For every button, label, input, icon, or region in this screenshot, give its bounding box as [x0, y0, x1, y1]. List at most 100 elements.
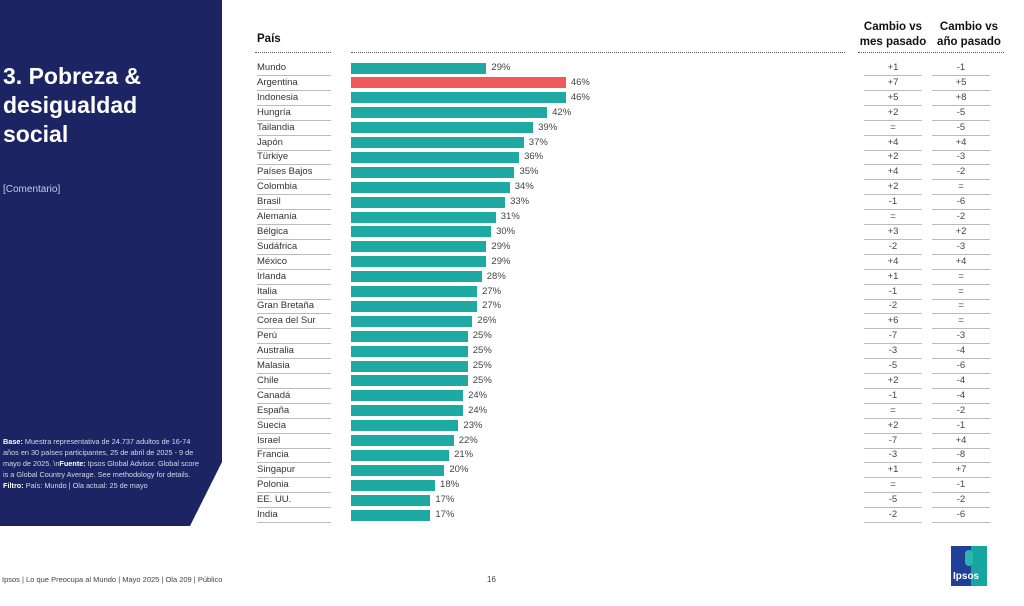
change-year-cell: +4 [932, 434, 990, 449]
bar [351, 464, 445, 476]
country-label: Corea del Sur [257, 314, 331, 330]
section-title: 3. Pobreza & desigualdad social [3, 63, 142, 147]
country-label: Chile [257, 374, 331, 389]
fuente-label: Fuente: [59, 459, 86, 468]
filtro-text: País: Mundo | Ola actual: 25 de mayo [23, 481, 148, 490]
country-label: Hungría [257, 106, 331, 121]
country-label: Malasia [257, 359, 331, 374]
country-label: Israel [257, 434, 331, 449]
change-month-header: Cambio vs mes pasado [859, 21, 927, 48]
value-label: 22% [458, 434, 478, 446]
bar [351, 151, 520, 163]
change-year-cell: -6 [932, 195, 990, 211]
change-year-cell: -3 [932, 329, 990, 345]
country-label: Brasil [257, 195, 331, 211]
country-label: Gran Bretaña [257, 299, 331, 315]
change-month-cell: +2 [864, 150, 922, 166]
value-label: 17% [435, 494, 455, 506]
value-label: 24% [468, 404, 488, 416]
value-label: 34% [514, 181, 534, 193]
country-label: EE. UU. [257, 493, 331, 509]
bar [351, 166, 515, 178]
bar [351, 494, 431, 506]
change-year-cell: = [932, 285, 990, 300]
change-year-cell: -2 [932, 493, 990, 509]
fuente-text: Ipsos Global Advisor. Global score is a … [3, 459, 199, 479]
country-label: Polonia [257, 478, 331, 494]
change-month-cell: -5 [864, 359, 922, 374]
change-year-cell: -8 [932, 448, 990, 464]
bar [351, 330, 468, 342]
bar [351, 405, 464, 417]
bar [351, 271, 482, 283]
change-month-cell: = [864, 404, 922, 419]
change-month-cell: -1 [864, 389, 922, 404]
change-month-cell: +1 [864, 61, 922, 76]
change-year-cell: -4 [932, 344, 990, 360]
bar [351, 62, 487, 74]
value-label: 30% [496, 225, 516, 237]
country-label: Países Bajos [257, 165, 331, 181]
value-label: 42% [552, 106, 572, 118]
change-year-cell: -2 [932, 165, 990, 181]
bar [351, 390, 464, 402]
country-label: Perú [257, 329, 331, 345]
country-label: Suecia [257, 419, 331, 434]
value-label: 33% [510, 196, 530, 208]
value-label: 37% [528, 136, 548, 148]
value-label: 36% [524, 151, 544, 163]
change-month-cell: +1 [864, 270, 922, 285]
bar [351, 77, 566, 89]
country-label: Mundo [257, 61, 331, 76]
change-month-cell: = [864, 121, 922, 136]
bar [351, 226, 492, 238]
change-year-cell: -4 [932, 389, 990, 404]
country-label: Colombia [257, 180, 331, 196]
change-year-cell: +8 [932, 91, 990, 106]
value-label: 23% [463, 419, 483, 431]
change-month-cell: -2 [864, 240, 922, 255]
bar [351, 360, 468, 372]
ipsos-logo: Ipsos [951, 546, 987, 586]
country-label: Indonesia [257, 91, 331, 106]
change-month-cell: -3 [864, 448, 922, 464]
change-month-cell: -5 [864, 493, 922, 509]
bar [351, 509, 431, 521]
bar [351, 479, 436, 491]
footnote: Base: Muestra representativa de 24.737 a… [3, 436, 203, 491]
change-year-cell: = [932, 180, 990, 196]
value-label: 29% [491, 255, 511, 267]
change-year-cell: -1 [932, 478, 990, 494]
change-month-cell: -7 [864, 329, 922, 345]
change-month-cell: +2 [864, 106, 922, 121]
change-month-cell: +2 [864, 374, 922, 389]
country-label: Irlanda [257, 270, 331, 285]
change-month-cell: +2 [864, 419, 922, 434]
bar [351, 300, 478, 312]
country-label: Türkiye [257, 150, 331, 166]
change-year-cell: -4 [932, 374, 990, 389]
change-year-header: Cambio vs año pasado [937, 21, 1001, 48]
change-month-cell: -1 [864, 285, 922, 300]
change-month-cell: -2 [864, 508, 922, 523]
change-year-cell: -2 [932, 404, 990, 419]
change-year-cell: -1 [932, 419, 990, 434]
change-year-cell: -2 [932, 210, 990, 225]
country-label: México [257, 255, 331, 270]
value-label: 46% [570, 91, 590, 103]
value-label: 26% [477, 315, 497, 327]
value-label: 31% [500, 211, 520, 222]
value-label: 24% [468, 389, 488, 401]
change-year-cell: -6 [932, 508, 990, 523]
comment-placeholder: [Comentario] [3, 184, 61, 195]
change-month-cell: -1 [864, 195, 922, 211]
country-label: Argentina [257, 76, 331, 91]
change-year-cell: -5 [932, 121, 990, 136]
bar [351, 137, 524, 148]
change-year-cell: = [932, 299, 990, 315]
change-year-cell: +4 [932, 136, 990, 151]
country-label: India [257, 508, 331, 523]
value-label: 21% [454, 449, 474, 461]
bar [351, 315, 473, 327]
change-month-cell: +1 [864, 463, 922, 479]
